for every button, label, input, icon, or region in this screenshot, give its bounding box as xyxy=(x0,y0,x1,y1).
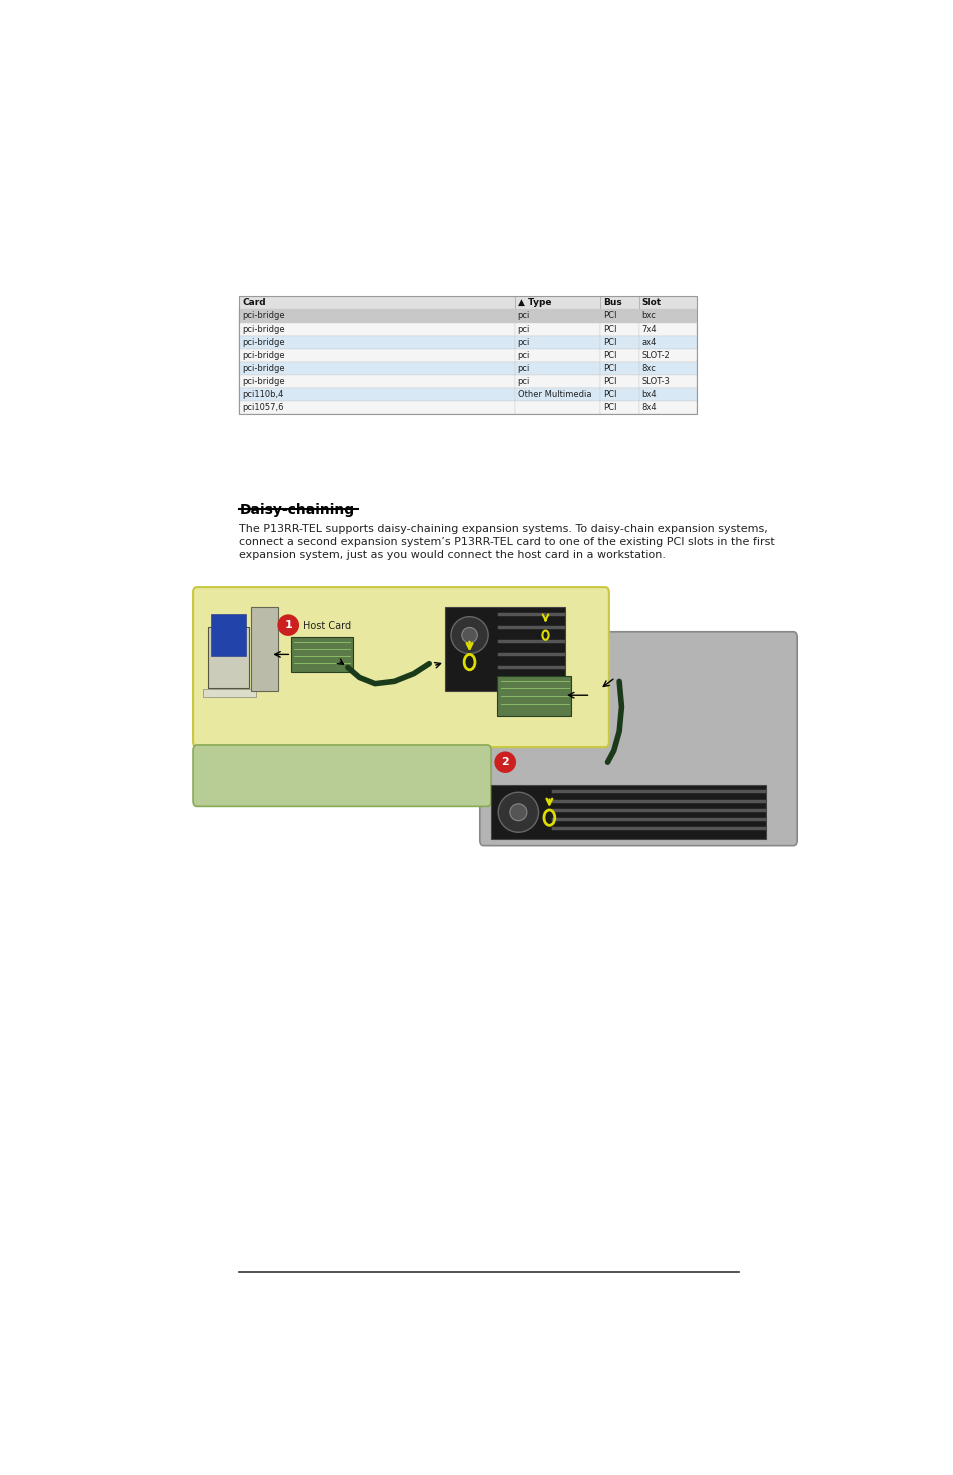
FancyBboxPatch shape xyxy=(599,388,638,401)
Text: bxc: bxc xyxy=(641,311,656,320)
FancyBboxPatch shape xyxy=(599,348,638,361)
Text: SLOT-3: SLOT-3 xyxy=(641,378,670,386)
FancyBboxPatch shape xyxy=(599,336,638,348)
FancyBboxPatch shape xyxy=(638,336,696,348)
FancyBboxPatch shape xyxy=(212,614,245,656)
Text: Other Multimedia: Other Multimedia xyxy=(517,389,591,400)
FancyBboxPatch shape xyxy=(599,310,638,323)
FancyBboxPatch shape xyxy=(251,606,278,692)
FancyBboxPatch shape xyxy=(638,323,696,336)
Text: pci-bridge: pci-bridge xyxy=(242,311,285,320)
FancyBboxPatch shape xyxy=(638,310,696,323)
FancyBboxPatch shape xyxy=(291,637,353,673)
FancyBboxPatch shape xyxy=(239,401,514,414)
Text: Slot: Slot xyxy=(641,298,661,307)
Text: The P13RR-TEL supports daisy-chaining expansion systems. To daisy-chain expansio: The P13RR-TEL supports daisy-chaining ex… xyxy=(239,524,767,534)
Text: Host Card: Host Card xyxy=(303,621,351,631)
Text: SLOT-2: SLOT-2 xyxy=(641,351,670,360)
FancyBboxPatch shape xyxy=(208,627,249,687)
Text: PCI: PCI xyxy=(602,324,616,333)
FancyBboxPatch shape xyxy=(514,348,599,361)
Text: ax4: ax4 xyxy=(641,338,657,347)
Text: PCI: PCI xyxy=(602,311,616,320)
FancyBboxPatch shape xyxy=(514,310,599,323)
FancyBboxPatch shape xyxy=(239,310,514,323)
FancyBboxPatch shape xyxy=(497,676,571,715)
FancyBboxPatch shape xyxy=(444,606,564,692)
FancyBboxPatch shape xyxy=(638,401,696,414)
Text: pci: pci xyxy=(517,378,530,386)
FancyBboxPatch shape xyxy=(239,361,514,375)
FancyBboxPatch shape xyxy=(239,375,514,388)
Text: pci: pci xyxy=(517,311,530,320)
Text: pci: pci xyxy=(517,324,530,333)
Ellipse shape xyxy=(277,615,298,636)
Text: Bus: Bus xyxy=(602,298,621,307)
FancyBboxPatch shape xyxy=(491,785,765,839)
FancyBboxPatch shape xyxy=(599,401,638,414)
Ellipse shape xyxy=(461,627,476,643)
FancyBboxPatch shape xyxy=(638,375,696,388)
FancyBboxPatch shape xyxy=(514,336,599,348)
FancyBboxPatch shape xyxy=(638,348,696,361)
Text: pci-bridge: pci-bridge xyxy=(242,338,285,347)
Ellipse shape xyxy=(509,804,526,820)
FancyBboxPatch shape xyxy=(638,388,696,401)
FancyBboxPatch shape xyxy=(638,361,696,375)
Text: 8xc: 8xc xyxy=(641,364,656,373)
FancyBboxPatch shape xyxy=(514,375,599,388)
Text: pci: pci xyxy=(517,364,530,373)
Ellipse shape xyxy=(494,751,516,773)
FancyBboxPatch shape xyxy=(479,631,797,845)
Text: expansion system, just as you would connect the host card in a workstation.: expansion system, just as you would conn… xyxy=(239,550,666,559)
Text: Card: Card xyxy=(242,298,266,307)
Text: Daisy-chaining: Daisy-chaining xyxy=(239,503,355,516)
Text: 7x4: 7x4 xyxy=(641,324,657,333)
Text: pci-bridge: pci-bridge xyxy=(242,351,285,360)
Text: PCI: PCI xyxy=(602,389,616,400)
Text: pci1057,6: pci1057,6 xyxy=(242,403,284,412)
Text: PCI: PCI xyxy=(602,378,616,386)
Text: pci-bridge: pci-bridge xyxy=(242,324,285,333)
FancyBboxPatch shape xyxy=(638,296,696,310)
Text: pci-bridge: pci-bridge xyxy=(242,378,285,386)
Text: 2: 2 xyxy=(500,757,509,767)
FancyBboxPatch shape xyxy=(514,361,599,375)
Text: ▲ Type: ▲ Type xyxy=(517,298,551,307)
FancyBboxPatch shape xyxy=(599,375,638,388)
Text: 1: 1 xyxy=(284,620,292,630)
FancyBboxPatch shape xyxy=(193,587,608,748)
FancyBboxPatch shape xyxy=(239,348,514,361)
Text: PCI: PCI xyxy=(602,364,616,373)
Text: PCI: PCI xyxy=(602,351,616,360)
FancyBboxPatch shape xyxy=(514,296,599,310)
FancyBboxPatch shape xyxy=(193,745,491,807)
FancyBboxPatch shape xyxy=(599,323,638,336)
Text: bx4: bx4 xyxy=(641,389,657,400)
Ellipse shape xyxy=(497,792,537,832)
FancyBboxPatch shape xyxy=(203,689,255,696)
Text: pci: pci xyxy=(517,351,530,360)
FancyBboxPatch shape xyxy=(514,388,599,401)
Text: pci110b,4: pci110b,4 xyxy=(242,389,284,400)
FancyBboxPatch shape xyxy=(239,336,514,348)
Text: 8x4: 8x4 xyxy=(641,403,657,412)
FancyBboxPatch shape xyxy=(239,296,514,310)
FancyBboxPatch shape xyxy=(599,296,638,310)
FancyBboxPatch shape xyxy=(514,323,599,336)
Ellipse shape xyxy=(451,617,488,653)
Text: PCI: PCI xyxy=(602,338,616,347)
Text: pci-bridge: pci-bridge xyxy=(242,364,285,373)
Text: pci: pci xyxy=(517,338,530,347)
FancyBboxPatch shape xyxy=(239,323,514,336)
Text: PCI: PCI xyxy=(602,403,616,412)
FancyBboxPatch shape xyxy=(239,388,514,401)
FancyBboxPatch shape xyxy=(514,401,599,414)
FancyBboxPatch shape xyxy=(599,361,638,375)
Text: connect a second expansion system’s P13RR-TEL card to one of the existing PCI sl: connect a second expansion system’s P13R… xyxy=(239,537,774,547)
